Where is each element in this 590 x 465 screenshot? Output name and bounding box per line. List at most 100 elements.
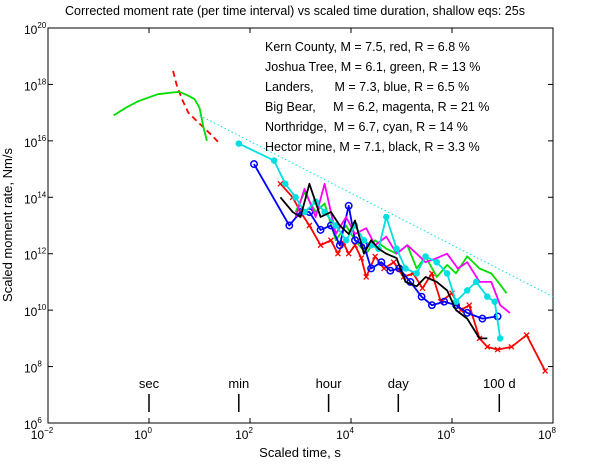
series-5: [294, 182, 511, 314]
x-tick-label: 104: [336, 426, 354, 442]
y-tick-exponent: 16: [37, 134, 46, 143]
y-tick-label: 108: [24, 360, 42, 376]
y-tick-exponent: 6: [37, 416, 42, 425]
data-point: [332, 222, 340, 229]
data-point: [494, 346, 501, 353]
data-point: [417, 292, 426, 301]
legend-entry: Northridge, M = 6.7, cyan, R = 14 %: [265, 120, 468, 134]
series-8: [279, 182, 488, 340]
data-point: [496, 335, 504, 342]
x-tick-exponent: 0: [147, 426, 152, 435]
data-point: [433, 258, 441, 266]
data-point: [306, 222, 313, 229]
x-axis-label: Scaled time, s: [259, 445, 341, 460]
data-point: [478, 314, 487, 323]
time-markers: sec min hour day 100 d: [139, 376, 516, 412]
data-point: [508, 343, 515, 350]
x-tick-label: 10−2: [31, 426, 54, 442]
data-point: [335, 241, 344, 250]
chart-title: Corrected moment rate (per time interval…: [65, 4, 525, 18]
data-point: [427, 301, 436, 310]
series-line: [279, 183, 546, 372]
data-point: [235, 140, 243, 147]
series-line: [279, 182, 488, 340]
series-line: [113, 90, 208, 142]
legend-entry: Landers, M = 7.3, blue, R = 6.5 %: [265, 80, 469, 94]
data-point: [351, 236, 359, 245]
data-point: [292, 194, 299, 201]
y-tick-exponent: 8: [37, 360, 42, 369]
data-point: [484, 343, 491, 350]
data-point: [386, 266, 395, 275]
x-tick-label: 102: [235, 426, 253, 442]
data-point: [358, 255, 365, 262]
axis-ticks: 10−2 100 102 104 106 108106108101010121014101…: [24, 21, 556, 442]
series-line: [253, 163, 498, 320]
data-point: [285, 221, 294, 230]
data-point: [463, 287, 471, 294]
y-tick-exponent: 10: [37, 303, 46, 312]
data-series: [113, 70, 554, 374]
data-point: [419, 285, 426, 292]
time-marker-label: day: [388, 376, 409, 391]
x-tick-label: 108: [538, 426, 556, 442]
data-point: [402, 265, 409, 272]
data-point: [466, 302, 473, 309]
data-point: [452, 298, 460, 305]
y-tick-label: 1016: [24, 134, 47, 150]
data-point: [360, 237, 368, 244]
data-point: [542, 367, 549, 374]
time-marker-label: min: [228, 376, 249, 391]
data-point: [363, 274, 370, 280]
data-point: [342, 237, 350, 244]
legend-entry: Hector mine, M = 7.1, black, R = 3.3 %: [265, 140, 480, 154]
x-tick-exponent: 6: [450, 426, 455, 435]
series-1: [172, 70, 221, 145]
series-6: [235, 140, 504, 342]
y-tick-exponent: 18: [37, 77, 46, 86]
legend: Kern County, M = 7.5, red, R = 6.8 % Josh…: [265, 40, 489, 154]
data-point: [250, 160, 258, 169]
y-tick-exponent: 20: [37, 21, 46, 30]
x-tick-exponent: 4: [349, 426, 354, 435]
series-line: [172, 70, 221, 145]
data-point: [422, 253, 429, 260]
legend-entry: Joshua Tree, M = 6.1, green, R = 13 %: [265, 60, 480, 74]
data-point: [282, 180, 289, 188]
legend-entry: Kern County, M = 7.5, red, R = 6.8 %: [265, 40, 470, 54]
data-point: [472, 278, 480, 286]
x-tick-label: 106: [437, 426, 455, 442]
x-tick-exponent: 8: [551, 426, 556, 435]
data-point: [377, 258, 386, 267]
y-axis-label: Scaled moment rate, Nm/s: [0, 148, 15, 302]
data-point: [491, 298, 498, 305]
data-point: [443, 270, 451, 277]
data-point: [344, 201, 353, 210]
data-point: [277, 180, 284, 187]
y-tick-label: 1014: [24, 190, 47, 206]
data-point: [440, 297, 449, 306]
data-point: [270, 157, 278, 164]
y-tick-label: 1010: [24, 303, 47, 319]
y-tick-label: 1012: [24, 247, 47, 263]
data-point: [317, 242, 324, 249]
plot-frame: [47, 27, 554, 424]
time-marker-label: hour: [316, 376, 343, 391]
data-point: [367, 264, 376, 273]
data-point: [484, 293, 491, 300]
data-point: [463, 308, 472, 317]
data-point: [345, 250, 352, 257]
data-point: [390, 259, 397, 266]
series-line: [294, 182, 511, 314]
data-point: [327, 237, 334, 244]
data-point: [383, 213, 390, 221]
y-tick-exponent: 12: [37, 247, 46, 256]
x-tick-label: 100: [134, 426, 152, 442]
data-point: [523, 332, 530, 339]
data-point: [413, 270, 420, 277]
data-point: [334, 250, 341, 257]
data-point: [393, 245, 400, 252]
data-point: [316, 225, 325, 234]
x-tick-exponent: −2: [44, 426, 54, 435]
